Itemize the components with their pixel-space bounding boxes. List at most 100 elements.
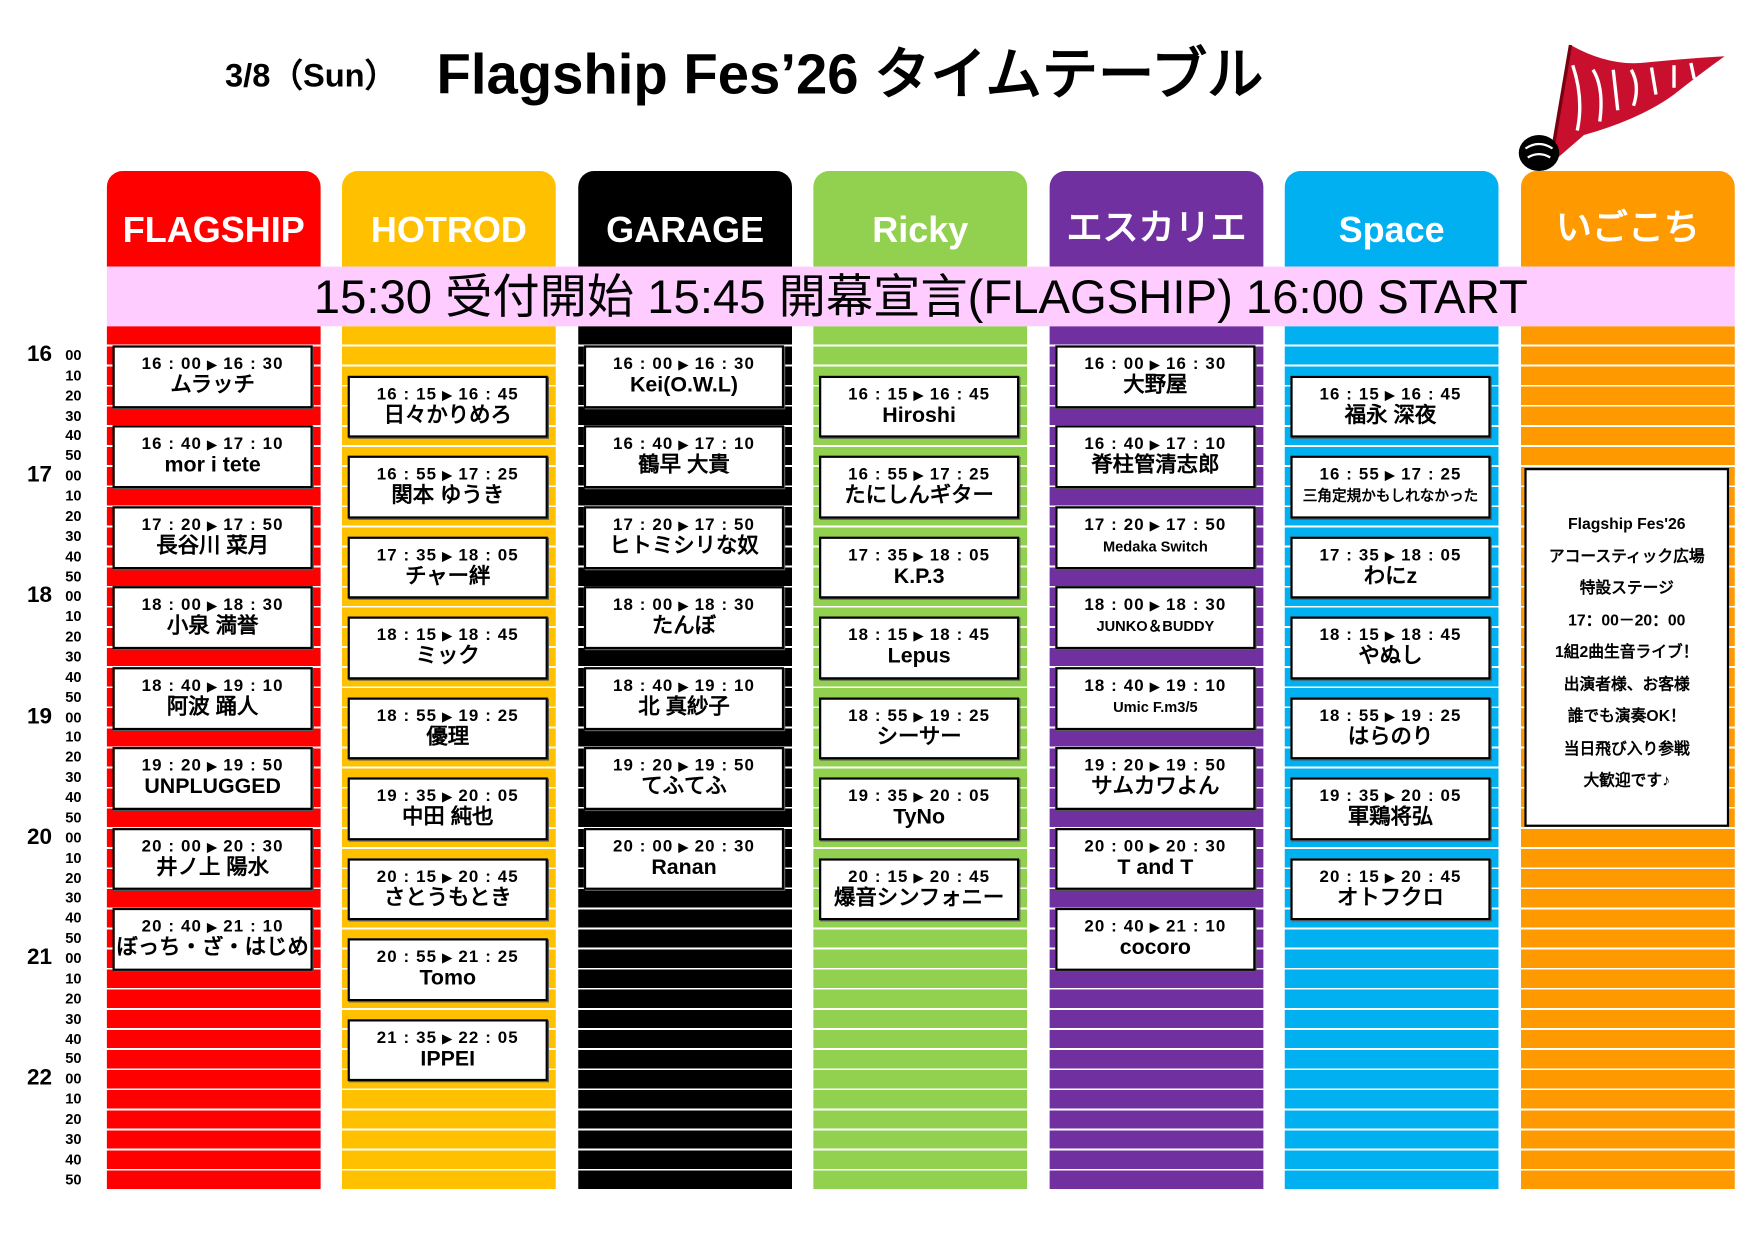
performance-slot: 18 : 55 ▶ 19 : 25 はらのり [1290,697,1491,760]
performance-slot: 20 : 15 ▶ 20 : 45 さとうもとき [347,858,548,921]
performer-name: 井ノ上 陽水 [156,855,270,880]
stage-header: Ricky [813,171,1028,267]
slot-end-time: 19 : 50 [1166,756,1227,776]
axis-minute-label: 40 [65,909,82,927]
performer-name: 大野屋 [1123,373,1188,398]
play-arrow-icon: ▶ [201,437,224,453]
slot-end-time: 18 : 30 [1166,595,1227,615]
stage-timeline: 16 : 00 ▶ 16 : 30 大野屋 16 : 40 ▶ 17 : 10 脊柱管… [1049,326,1264,1191]
stage-header: HOTROD [342,171,556,267]
stage-column-4: Ricky 16 : 15 ▶ 16 : 45 Hiroshi 16 : 55 ▶ 1… [813,171,1028,1191]
axis-minute-label: 00 [65,708,82,726]
performance-slot: 18 : 15 ▶ 18 : 45 Lepus [819,616,1020,680]
axis-minute-label: 50 [65,1170,82,1188]
slot-start-time: 16 : 00 [1084,354,1145,374]
performer-name: 長谷川 菜月 [156,534,270,558]
slot-end-time: 21 : 25 [458,947,519,967]
performance-slot: 18 : 40 ▶ 19 : 10 Umic F.m3/5 [1055,667,1256,730]
slot-start-time: 19 : 20 [1084,756,1145,776]
performer-name: Lepus [887,644,951,669]
slot-time: 16 : 00 ▶ 16 : 30 [1058,354,1254,373]
performer-name: ヒトミシリな奴 [609,534,759,558]
stage-timeline: 16 : 15 ▶ 16 : 45 福永 深夜 16 : 55 ▶ 17 : 25 三… [1284,326,1499,1191]
slot-end-time: 19 : 10 [1166,676,1227,696]
performer-name: 阿波 踊人 [166,695,259,719]
slot-time: 18 : 40 ▶ 19 : 10 [1058,676,1254,695]
slot-time: 17 : 20 ▶ 17 : 50 [115,515,311,534]
slot-end-time: 19 : 50 [223,756,284,776]
axis-hour-label: 18 [27,583,53,608]
axis-minute-label: 40 [65,1150,82,1168]
slot-time: 18 : 15 ▶ 18 : 45 [821,626,1017,645]
performer-name: Umic F.m3/5 [1113,698,1198,716]
performance-slot: 21 : 35 ▶ 22 : 05 IPPEI [347,1018,548,1082]
performance-slot: 16 : 55 ▶ 17 : 25 三角定規かもしれなかった [1290,455,1491,519]
stage-column-3: GARAGE 16 : 00 ▶ 16 : 30 Kei(O.W.L) 16 : 40… [578,171,792,1191]
slot-time: 19 : 35 ▶ 20 : 05 [821,787,1017,806]
stage-column-6: Space 16 : 15 ▶ 16 : 45 福永 深夜 16 : 55 ▶ 17 … [1284,171,1499,1191]
play-arrow-icon: ▶ [201,758,224,775]
performer-name: 鶴早 大貴 [638,453,730,478]
slot-start-time: 18 : 00 [1084,595,1145,615]
performance-slot: 16 : 15 ▶ 16 : 45 Hiroshi [819,375,1020,439]
play-arrow-icon: ▶ [1144,919,1167,936]
axis-minute-label: 50 [65,808,82,826]
axis-minute-label: 30 [65,768,82,786]
play-arrow-icon: ▶ [437,869,459,886]
play-arrow-icon: ▶ [1144,437,1167,453]
performance-slot: 17 : 20 ▶ 17 : 50 Medaka Switch [1055,506,1256,569]
slot-time: 18 : 55 ▶ 19 : 25 [821,706,1017,725]
info-line: 特設ステージ [1579,578,1674,597]
info-line: 1組2曲生音ライブ！ [1554,642,1699,661]
stage-column-2: HOTROD 16 : 15 ▶ 16 : 45 日々かりめろ 16 : 55 ▶ 1… [342,171,556,1191]
slot-end-time: 17 : 50 [694,515,756,535]
play-arrow-icon: ▶ [437,547,459,564]
play-arrow-icon: ▶ [1379,386,1402,403]
axis-hour-label: 19 [27,703,53,729]
performance-slot: 16 : 15 ▶ 16 : 45 日々かりめろ [347,375,548,439]
slot-time: 18 : 40 ▶ 19 : 10 [115,676,311,695]
slot-start-time: 20 : 00 [141,836,202,856]
performer-name: サムカワよん [1091,775,1220,800]
performance-slot: 19 : 20 ▶ 19 : 50 てふてふ [583,747,785,810]
play-arrow-icon: ▶ [1379,708,1402,725]
axis-minute-label: 00 [65,949,82,967]
slot-start-time: 18 : 40 [141,676,202,696]
igokochi-info-box: Flagship Fes'26 アコースティック広場 特設ステージ 17：00－20：… [1524,468,1730,827]
axis-minute-label: 50 [65,1050,82,1067]
slot-start-time: 20 : 40 [1084,917,1145,937]
slot-time: 16 : 15 ▶ 16 : 45 [1293,385,1489,404]
slot-start-time: 16 : 40 [612,434,674,454]
slot-end-time: 16 : 45 [1401,384,1462,404]
stage-column-1: FLAGSHIP 16 : 00 ▶ 16 : 30 ムラッチ 16 : 40 ▶ 1… [106,171,321,1191]
performance-slot: 17 : 20 ▶ 17 : 50 ヒトミシリな奴 [583,506,785,569]
axis-hour-label: 16 [27,341,53,367]
performer-name: 福永 深夜 [1344,403,1437,428]
slot-time: 16 : 00 ▶ 16 : 30 [586,354,782,373]
performance-slot: 20 : 00 ▶ 20 : 30 T and T [1055,827,1256,891]
axis-minute-label: 10 [65,607,82,625]
performance-slot: 19 : 20 ▶ 19 : 50 サムカワよん [1055,747,1256,810]
slot-start-time: 16 : 55 [1319,464,1380,485]
slot-time: 19 : 35 ▶ 20 : 05 [350,787,546,806]
performance-slot: 18 : 40 ▶ 19 : 10 北 真紗子 [583,667,785,730]
slot-time: 20 : 00 ▶ 20 : 30 [1058,837,1254,856]
slot-end-time: 19 : 25 [929,706,991,726]
play-arrow-icon: ▶ [673,356,695,373]
performance-slot: 16 : 40 ▶ 17 : 10 鶴早 大貴 [583,425,785,489]
slot-end-time: 20 : 05 [458,786,519,806]
play-arrow-icon: ▶ [1379,628,1402,644]
axis-minute-label: 00 [65,587,82,605]
slot-start-time: 18 : 40 [1084,676,1145,696]
axis-minute-label: 40 [65,788,82,806]
performer-name: ムラッチ [170,373,255,398]
axis-minute-label: 30 [65,1130,82,1148]
slot-start-time: 20 : 15 [848,867,909,887]
performer-name: シーサー [876,725,962,749]
stage-header: いごこち [1521,171,1735,267]
slot-start-time: 19 : 35 [848,786,909,806]
play-arrow-icon: ▶ [908,869,930,886]
slot-start-time: 16 : 55 [376,464,438,485]
performance-slot: 16 : 15 ▶ 16 : 45 福永 深夜 [1290,375,1491,439]
slot-end-time: 20 : 05 [929,786,991,806]
